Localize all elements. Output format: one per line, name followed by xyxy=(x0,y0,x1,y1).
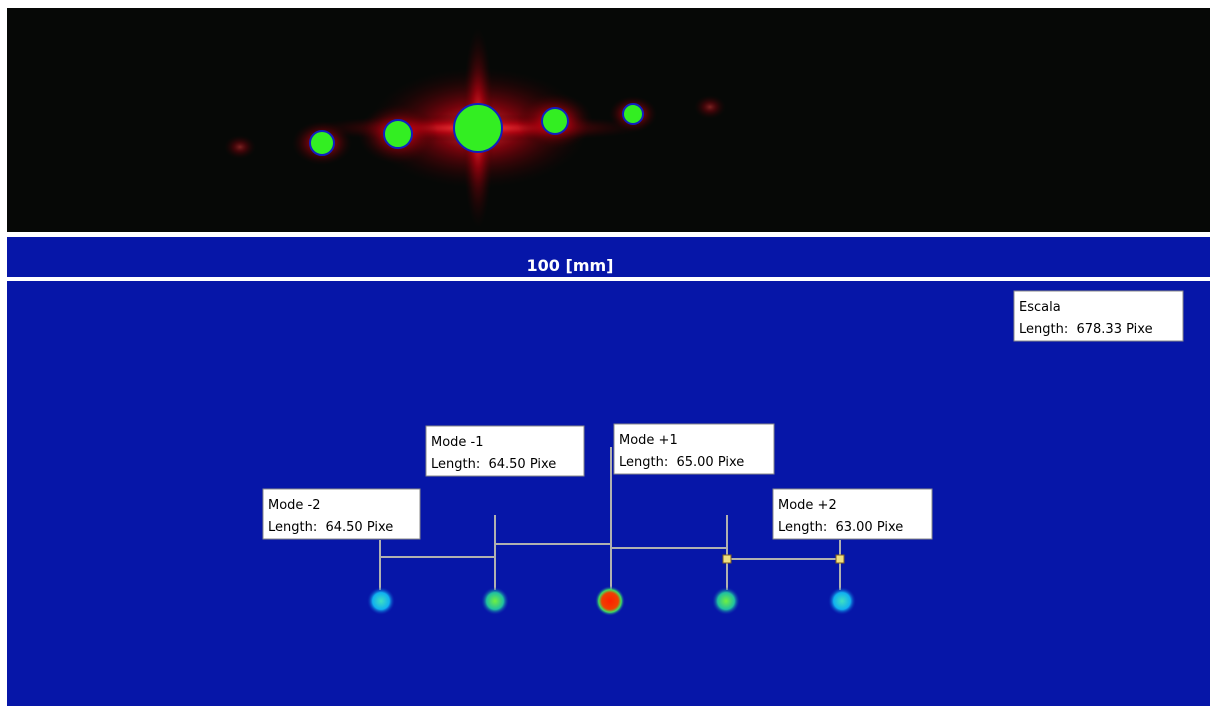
annotation-title: Escala xyxy=(1019,300,1061,315)
annotation[interactable]: Mode -2 Length: 64.50 Pixe xyxy=(263,489,420,539)
annotation-title: Mode +2 xyxy=(778,498,837,513)
annotation-length: Length: 65.00 Pixe xyxy=(619,455,744,470)
analysis-view xyxy=(7,281,1210,706)
handle[interactable] xyxy=(836,555,844,563)
scale-label: 100 [mm] xyxy=(527,256,614,275)
handle[interactable] xyxy=(723,555,731,563)
annotation-title: Mode +1 xyxy=(619,433,678,448)
annotation-length: Length: 64.50 Pixe xyxy=(268,520,393,535)
annotation-length: Length: 63.00 Pixe xyxy=(778,520,903,535)
annotation-title: Mode -2 xyxy=(268,498,321,513)
annotation[interactable]: Escala Length: 678.33 Pixe xyxy=(1014,291,1183,341)
annotation-length: Length: 64.50 Pixe xyxy=(431,457,556,472)
annotation[interactable]: Mode -1 Length: 64.50 Pixe xyxy=(426,426,584,476)
annotation[interactable]: Mode +1 Length: 65.00 Pixe xyxy=(614,424,774,474)
annotation[interactable]: Mode +2 Length: 63.00 Pixe xyxy=(773,489,932,539)
annotation-length: Length: 678.33 Pixe xyxy=(1019,322,1153,337)
annotation-title: Mode -1 xyxy=(431,435,484,450)
screen: 100 [mm] Escala Length: 678.33 Pixe Mode… xyxy=(0,0,1216,706)
page: 100 [mm] Escala Length: 678.33 Pixe Mode… xyxy=(0,0,1216,706)
